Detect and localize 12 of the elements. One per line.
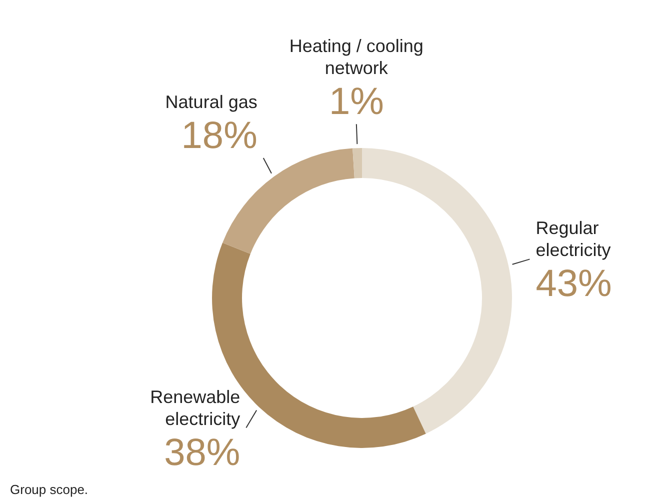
data-label: 38% (164, 432, 240, 474)
text: Group scope. (10, 482, 88, 497)
slice-label: Natural gas (165, 92, 258, 112)
slice-label: Heating / cooling network (289, 36, 424, 78)
data-label: 1% (328, 81, 384, 124)
data-label: 18% (181, 114, 258, 157)
donut-slice (222, 148, 354, 254)
slice-label: Regular electricity (536, 218, 611, 260)
slice-label: Renewable electricity (150, 386, 240, 429)
donut-slice (352, 148, 362, 178)
donut-slice (362, 148, 512, 434)
data-label: 43% (536, 263, 612, 306)
